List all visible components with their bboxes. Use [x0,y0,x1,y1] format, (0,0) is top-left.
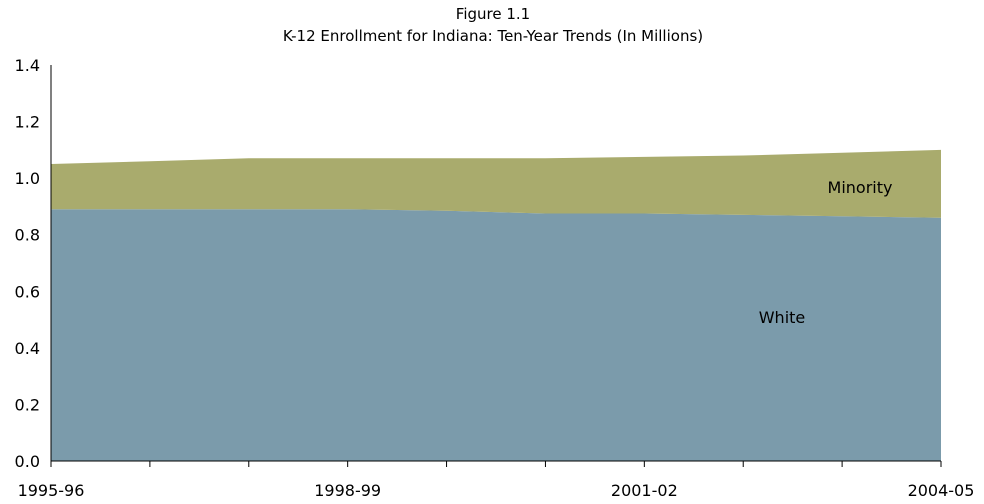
y-tick-label: 0.8 [15,226,40,245]
y-tick-label: 1.0 [15,169,40,188]
series-label-white: White [759,308,806,327]
series-labels-layer: White Minority [759,178,893,327]
y-tick-label: 0.4 [15,339,40,358]
series-label-minority: Minority [828,178,893,197]
chart-subtitle: K-12 Enrollment for Indiana: Ten-Year Tr… [283,27,703,45]
y-tick-label: 0.0 [15,452,40,471]
y-tick-label: 0.6 [15,282,40,301]
y-tick-label: 0.2 [15,395,40,414]
x-tick-label: 2004-05 [908,481,975,500]
axes-layer: 0.0 0.2 0.4 0.6 0.8 1.0 1.2 1.4 1995-96 1998-99 20… [15,56,975,500]
x-tick-label: 2001-02 [611,481,678,500]
area-white [51,209,941,461]
areas-layer [51,149,941,461]
x-tick-label: 1998-99 [314,481,381,500]
area-minority [51,149,941,218]
y-tick-label: 1.2 [15,113,40,132]
y-tick-label: 1.4 [15,56,40,75]
chart-title: Figure 1.1 [456,5,530,23]
x-tick-label: 1995-96 [18,481,85,500]
